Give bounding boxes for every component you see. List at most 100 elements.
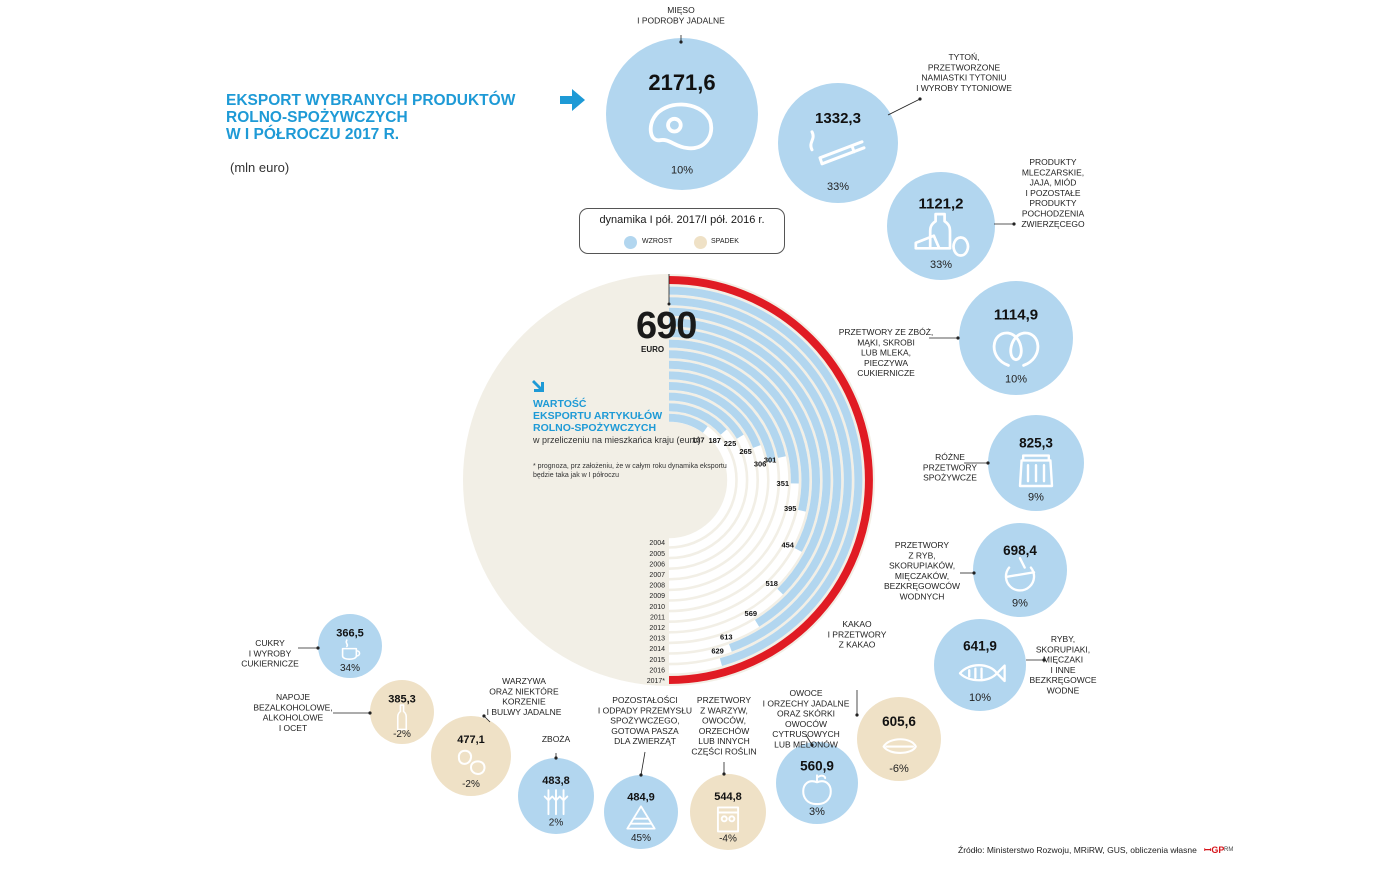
fish-icon <box>958 664 1006 683</box>
bubble-leader-dot <box>368 711 372 715</box>
apple-icon <box>802 774 832 806</box>
bubble-change: 3% <box>809 806 825 818</box>
year-label: 2010 <box>649 604 665 611</box>
per-capita-value-label: 629 <box>711 647 724 656</box>
bubble-category-label: WARZYWA ORAZ NIEKTÓRE KORZENIE I BULWY JADA… <box>487 676 562 717</box>
radial-bar-2009 <box>668 360 786 458</box>
bubble-value: 605,6 <box>882 714 916 729</box>
radial-bar-2014 <box>668 307 842 627</box>
bubble-category-label: NAPOJE BEZALKOHOLOWE, ALKOHOLOWE I OCET <box>253 692 332 733</box>
cocoa-icon <box>882 738 917 754</box>
export-bubble: 366,5 34% CUKRY I WYROBY CUKIERNICZE <box>241 614 382 678</box>
bubble-leader-dot <box>316 646 320 650</box>
wheat-icon <box>543 789 569 816</box>
radial-bar-2005 <box>668 403 727 435</box>
bubble-circle <box>887 172 995 280</box>
bubble-category-label: MIĘSO I PODROBY JADALNE <box>637 5 725 25</box>
year-label: 2007 <box>649 572 665 579</box>
cup-icon <box>341 639 361 661</box>
jar-icon <box>1018 454 1054 488</box>
title-line-1: EKSPORT WYBRANYCH PRODUKTÓW <box>226 92 516 109</box>
steak-icon <box>648 102 714 151</box>
bubble-change: -2% <box>462 779 480 790</box>
bubble-change: 45% <box>631 833 651 844</box>
bubble-category-label: PRZETWORY Z RYB, SKORUPIAKÓW, MIĘCZAKÓW, BEZ… <box>884 540 960 602</box>
bubble-value: 698,4 <box>1003 543 1037 558</box>
export-bubble: 2171,6 10% MIĘSO I PODROBY JADALNE <box>606 5 758 190</box>
publisher-logo: ꟷGP <box>1204 845 1225 855</box>
radial-bar-2006 <box>668 392 744 439</box>
bubble-category-label: KAKAO I PRZETWORY Z KAKAO <box>828 619 887 650</box>
per-capita-radial-chart: 2004 137 2005 187 2006 225 2007 265 2008 306 2009 3… <box>463 274 875 686</box>
bubble-category-label: PRZETWORY ZE ZBÓŻ, MĄKI, SKROBI LUB MLEKA,… <box>839 327 934 378</box>
export-bubble: 560,9 3% OWOCE I ORZECHY JADALNE ORAZ SKÓRKI… <box>763 688 858 824</box>
arrow-right-icon <box>560 89 585 111</box>
export-bubble: 641,9 10% RYBY, SKORUPIAKI, MIĘCZAKI I INNE BE… <box>934 619 1097 711</box>
per-capita-title: WARTOŚĆ EKSPORTU ARTYKUŁÓW ROLNO-SPOŻYWC… <box>533 398 693 434</box>
export-bubbles: 2171,6 10% MIĘSO I PODROBY JADALNE 1332,3 33%… <box>241 5 1097 850</box>
year-label: 2009 <box>649 593 665 600</box>
bubble-value: 544,8 <box>714 791 742 803</box>
year-label: 2012 <box>649 625 665 632</box>
dairy-icon <box>914 212 970 257</box>
export-bubble: 477,1 -2% WARZYWA ORAZ NIEKTÓRE KORZENIE I BU… <box>431 676 562 796</box>
bubble-leader-dot <box>972 571 976 575</box>
bubble-change: 9% <box>1028 491 1044 503</box>
bubble-change: 10% <box>1005 374 1027 386</box>
bubble-change: -6% <box>889 763 909 775</box>
pretzel-icon <box>992 331 1040 367</box>
per-capita-value-label: 518 <box>765 579 778 588</box>
per-capita-value-label: 351 <box>777 479 790 488</box>
year-label: 2015 <box>649 657 665 664</box>
radial-bar-2008 <box>668 371 776 463</box>
export-bubble: 544,8 -4% PRZETWORY Z WARZYW, OWOCÓW, ORZECHÓ… <box>690 695 766 850</box>
bubble-circle <box>318 614 382 678</box>
radial-bar-2013 <box>668 318 831 595</box>
bubble-change: 2% <box>549 818 564 829</box>
per-capita-title-3: ROLNO-SPOŻYWCZYCH <box>533 422 657 434</box>
headline-unit: EURO <box>641 345 665 354</box>
bubble-category-label: PRZETWORY Z WARZYW, OWOCÓW, ORZECHÓW LUB INN… <box>691 695 756 757</box>
radial-bar-2011 <box>668 339 810 512</box>
radial-bar-2012 <box>668 329 820 552</box>
bubble-leader-dot <box>554 756 558 760</box>
bottle-icon <box>396 704 408 731</box>
bubble-leader-dot <box>639 773 643 777</box>
bubble-circle <box>370 680 434 744</box>
canned-vegetables-icon <box>716 806 740 833</box>
radial-bar-2007 <box>668 382 761 448</box>
bubble-change: 34% <box>340 663 360 674</box>
per-capita-value-label: 569 <box>745 609 758 618</box>
bubble-category-label: CUKRY I WYROBY CUKIERNICZE <box>241 638 299 669</box>
year-label: 2011 <box>650 614 665 621</box>
bubble-category-label: POZOSTAŁOŚCI I ODPADY PRZEMYSŁU SPOŻYWCZEG… <box>598 694 692 746</box>
per-capita-value-label: 395 <box>784 504 797 513</box>
bubble-value: 560,9 <box>800 759 834 774</box>
bubble-leader-dot <box>855 713 859 717</box>
bubble-category-label: RÓŻNE PRZETWORY SPOŻYWCZE <box>923 452 977 483</box>
bubble-leader-line <box>887 98 921 116</box>
year-label: 2004 <box>649 540 665 547</box>
legend: dynamika I pół. 2017/I pół. 2016 r. WZRO… <box>579 208 785 254</box>
per-capita-subtitle: w przeliczeniu na mieszkańca kraju (euro… <box>533 435 701 445</box>
per-capita-value-label: 301 <box>764 456 777 465</box>
bubble-circle <box>604 775 678 849</box>
per-capita-value-label: 187 <box>708 436 721 445</box>
bubble-value: 641,9 <box>963 638 997 653</box>
per-capita-value-label: 137 <box>692 435 705 444</box>
bubble-leader-line <box>640 751 646 776</box>
export-bubble: 1114,9 10% PRZETWORY ZE ZBÓŻ, MĄKI, SKROBI L… <box>839 281 1073 395</box>
year-label: 2013 <box>649 636 665 643</box>
bubble-value: 1121,2 <box>918 196 963 213</box>
bubble-category-label: PRODUKTY MLECZARSKIE, JAJA, MIÓD I POZOSTAŁ… <box>1021 157 1085 229</box>
bubble-leader-dot <box>810 743 814 747</box>
per-capita-value-label: 306 <box>754 460 767 469</box>
bubble-leader-dot <box>956 336 960 340</box>
bubble-category-label: ZBOŻA <box>542 734 571 744</box>
bubble-value: 1332,3 <box>815 110 861 127</box>
year-label: 2017* <box>647 678 666 685</box>
radial-bar-2010 <box>668 350 799 484</box>
bubble-leader-dot <box>722 772 726 776</box>
